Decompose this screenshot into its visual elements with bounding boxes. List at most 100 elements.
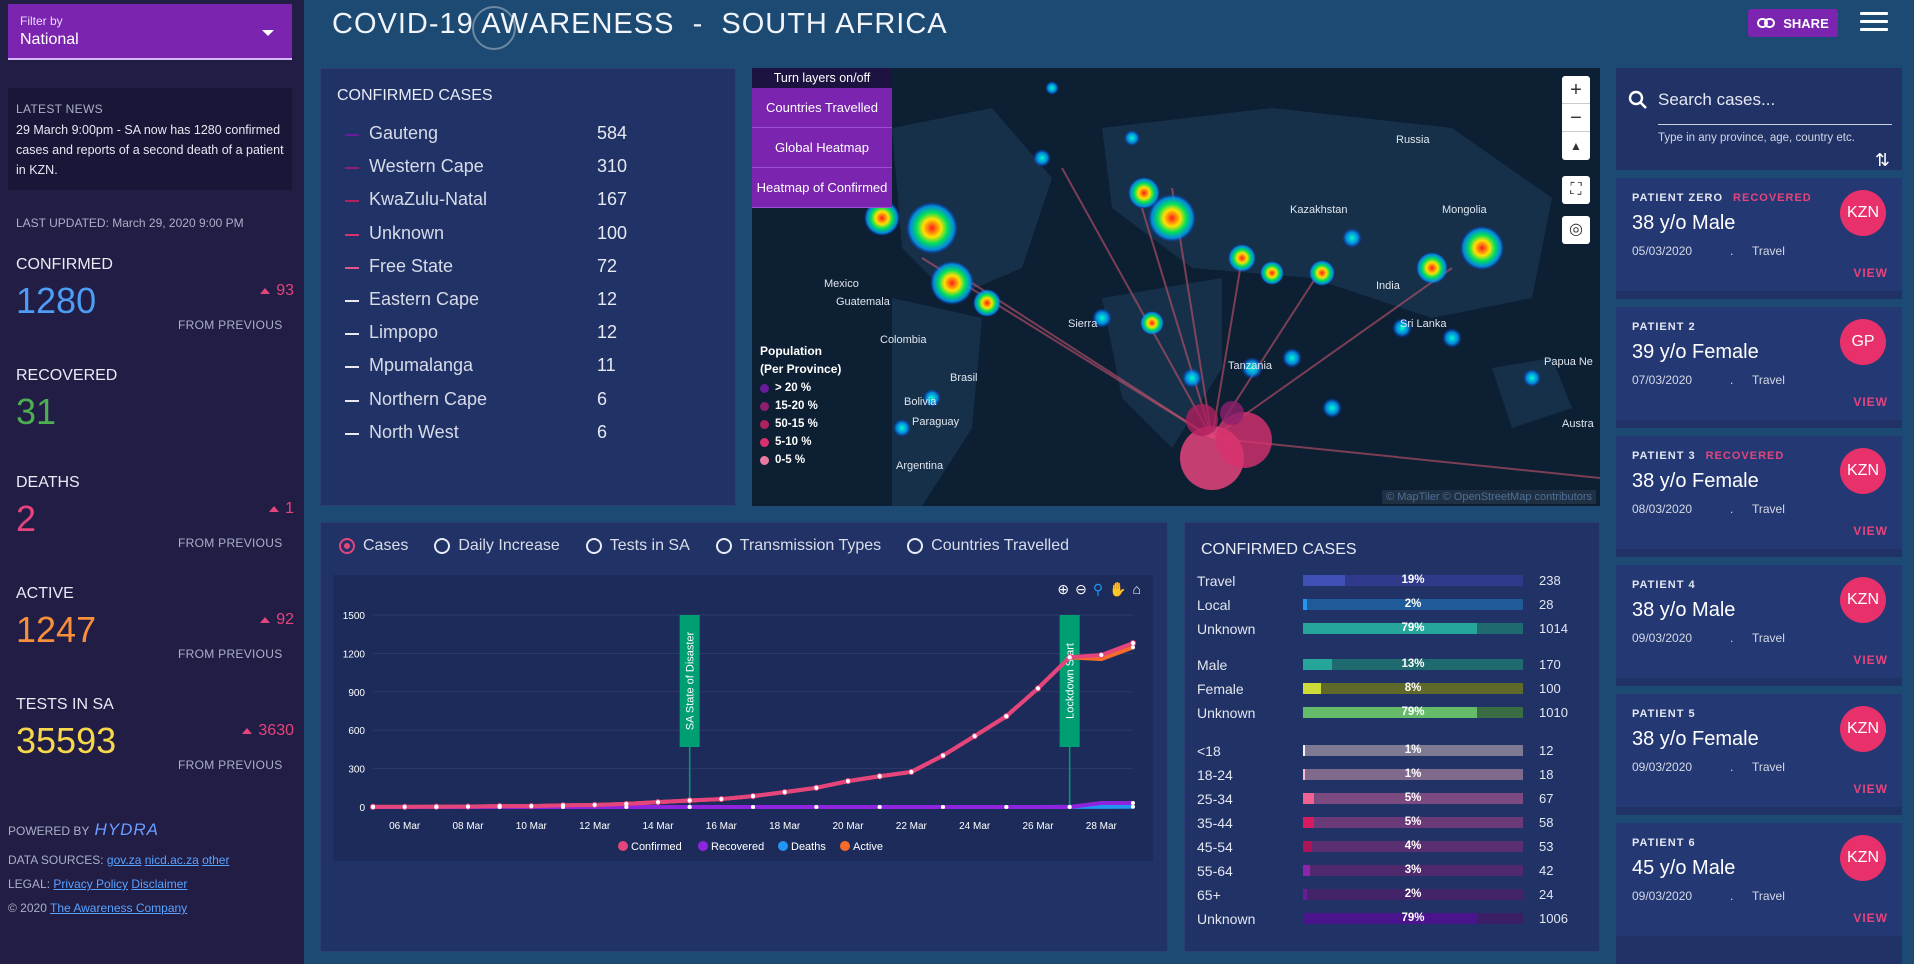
- province-row[interactable]: Unknown 100: [345, 223, 645, 247]
- breakdown-row: 18-24 1% 18: [1197, 765, 1553, 785]
- map[interactable]: Russia Kazakhstan Mongolia Brasil Mexico…: [752, 68, 1600, 506]
- province-name: Western Cape: [369, 156, 484, 177]
- zoom-controls: + − ▲: [1562, 76, 1590, 160]
- home-icon[interactable]: ⌂: [1132, 581, 1141, 597]
- legend-dot: [618, 841, 628, 851]
- view-button[interactable]: VIEW: [1853, 395, 1888, 409]
- radio-icon[interactable]: [434, 538, 451, 554]
- province-row[interactable]: Gauteng 584: [345, 123, 645, 147]
- x-tick-label: 22 Mar: [896, 821, 928, 832]
- layer-countries-travelled[interactable]: Countries Travelled: [752, 88, 892, 128]
- progress-fill: [1303, 793, 1314, 804]
- breakdown-value: 28: [1539, 597, 1554, 612]
- data-point: [687, 798, 692, 803]
- map-label: Brasil: [950, 372, 978, 384]
- chart-tab-countries-travelled[interactable]: Countries Travelled: [907, 537, 1069, 555]
- zoom-out-icon[interactable]: −: [1562, 104, 1590, 132]
- series-line-confirmed: [373, 641, 1134, 809]
- breakdown-panel: CONFIRMED CASES Travel 19% 238 Local 2% 2…: [1184, 522, 1600, 952]
- breakdown-value: 12: [1539, 743, 1554, 758]
- patient-transmission: Travel: [1752, 631, 1785, 645]
- pan-hand-icon[interactable]: ✋: [1109, 581, 1127, 597]
- magnifier-icon[interactable]: ⚲: [1092, 581, 1104, 597]
- progress-percent: 5%: [1404, 816, 1422, 828]
- search-input[interactable]: Search cases...: [1658, 90, 1776, 109]
- province-row[interactable]: Western Cape 310: [345, 156, 645, 180]
- breakdown-value: 238: [1539, 573, 1561, 588]
- view-button[interactable]: VIEW: [1853, 266, 1888, 280]
- province-row[interactable]: KwaZulu-Natal 167: [345, 189, 645, 213]
- breakdown-label: Female: [1197, 681, 1244, 697]
- map-label: Sri Lanka: [1400, 318, 1447, 330]
- company-link[interactable]: The Awareness Company: [50, 901, 188, 915]
- view-button[interactable]: VIEW: [1853, 524, 1888, 538]
- province-row[interactable]: Northern Cape 6: [345, 389, 645, 413]
- patient-card[interactable]: PATIENT 3 RECOVERED 38 y/o Female 08/03/2…: [1616, 428, 1902, 549]
- data-point: [1131, 645, 1135, 650]
- data-point: [1004, 714, 1009, 719]
- source-link-nicd[interactable]: nicd.ac.za: [144, 853, 199, 867]
- patient-id: PATIENT 6: [1632, 837, 1696, 849]
- legend-label: 0-5 %: [775, 454, 806, 466]
- province-row[interactable]: North West 6: [345, 422, 645, 446]
- province-color-swatch: [345, 266, 359, 269]
- hamburger-menu-icon[interactable]: [1860, 12, 1888, 34]
- progress-percent: 13%: [1401, 658, 1425, 670]
- stat-label: DEATHS: [16, 474, 80, 491]
- hydra-logo[interactable]: HYDRA: [94, 820, 159, 839]
- source-link-other[interactable]: other: [202, 853, 230, 867]
- map-label: Mexico: [824, 278, 859, 290]
- legend-label: Active: [853, 841, 883, 853]
- zoom-in-icon[interactable]: +: [1562, 76, 1590, 104]
- patient-id: PATIENT 2: [1632, 321, 1696, 333]
- disclaimer-link[interactable]: Disclaimer: [131, 877, 188, 891]
- patient-card[interactable]: PATIENT 4 38 y/o Male 09/03/2020 . Trave…: [1616, 557, 1902, 678]
- chart-tab-daily-increase[interactable]: Daily Increase: [434, 537, 560, 555]
- patient-card[interactable]: PATIENT 5 38 y/o Female 09/03/2020 . Tra…: [1616, 686, 1902, 807]
- share-button[interactable]: SHARE: [1748, 9, 1838, 37]
- chart-toolbar: ⊕ ⊖ ⚲ ✋ ⌂: [1057, 581, 1141, 598]
- province-row[interactable]: Free State 72: [345, 256, 645, 280]
- sort-icon[interactable]: ⇅: [1874, 150, 1890, 170]
- view-button[interactable]: VIEW: [1853, 782, 1888, 796]
- patient-card[interactable]: PATIENT 6 45 y/o Male 09/03/2020 . Trave…: [1616, 815, 1902, 936]
- province-row[interactable]: Limpopo 12: [345, 322, 645, 346]
- patient-card[interactable]: PATIENT ZERO RECOVERED 38 y/o Male 05/03/…: [1616, 170, 1902, 291]
- locate-icon[interactable]: ◎: [1562, 216, 1590, 244]
- source-link-gov[interactable]: gov.za: [106, 853, 142, 867]
- fullscreen-icon[interactable]: ⛶: [1562, 176, 1590, 204]
- province-avatar: KZN: [1840, 835, 1886, 881]
- data-point: [908, 768, 915, 776]
- chart-panel: Cases Daily Increase Tests in SA Transmissi…: [320, 522, 1168, 952]
- legend-dot: [698, 841, 708, 851]
- view-button[interactable]: VIEW: [1853, 911, 1888, 925]
- zoom-out-icon[interactable]: ⊖: [1075, 581, 1087, 597]
- zoom-in-icon[interactable]: ⊕: [1057, 581, 1070, 597]
- privacy-policy-link[interactable]: Privacy Policy: [53, 877, 129, 891]
- radio-icon[interactable]: [585, 538, 602, 554]
- layer-heatmap-confirmed[interactable]: Heatmap of Confirmed: [752, 168, 892, 208]
- filter-select[interactable]: Filter by National: [8, 4, 292, 60]
- province-name: Limpopo: [369, 322, 439, 343]
- map-attribution[interactable]: © MapTiler © OpenStreetMap contributors: [1382, 490, 1596, 504]
- province-value: 6: [597, 388, 608, 409]
- view-button[interactable]: VIEW: [1853, 653, 1888, 667]
- compass-icon[interactable]: ▲: [1570, 139, 1582, 153]
- province-row[interactable]: Eastern Cape 12: [345, 289, 645, 313]
- chart-tab-transmission-types[interactable]: Transmission Types: [715, 537, 881, 555]
- data-point: [1004, 805, 1009, 809]
- breakdown-row: 35-44 5% 58: [1197, 813, 1553, 833]
- progress-fill: [1303, 599, 1308, 610]
- data-point: [561, 803, 565, 808]
- chart-tab-tests-in-sa[interactable]: Tests in SA: [585, 537, 690, 555]
- patient-card[interactable]: PATIENT 2 39 y/o Female 07/03/2020 . Tra…: [1616, 299, 1902, 420]
- status-badge: RECOVERED: [1733, 192, 1812, 204]
- radio-icon[interactable]: [715, 538, 732, 554]
- chart-tab-cases[interactable]: Cases: [339, 537, 408, 555]
- radio-icon[interactable]: [339, 538, 355, 554]
- breakdown-row: Female 8% 100: [1197, 679, 1561, 699]
- data-point: [1098, 651, 1105, 659]
- province-row[interactable]: Mpumalanga 11: [345, 355, 645, 379]
- radio-icon[interactable]: [907, 538, 924, 554]
- layer-global-heatmap[interactable]: Global Heatmap: [752, 128, 892, 168]
